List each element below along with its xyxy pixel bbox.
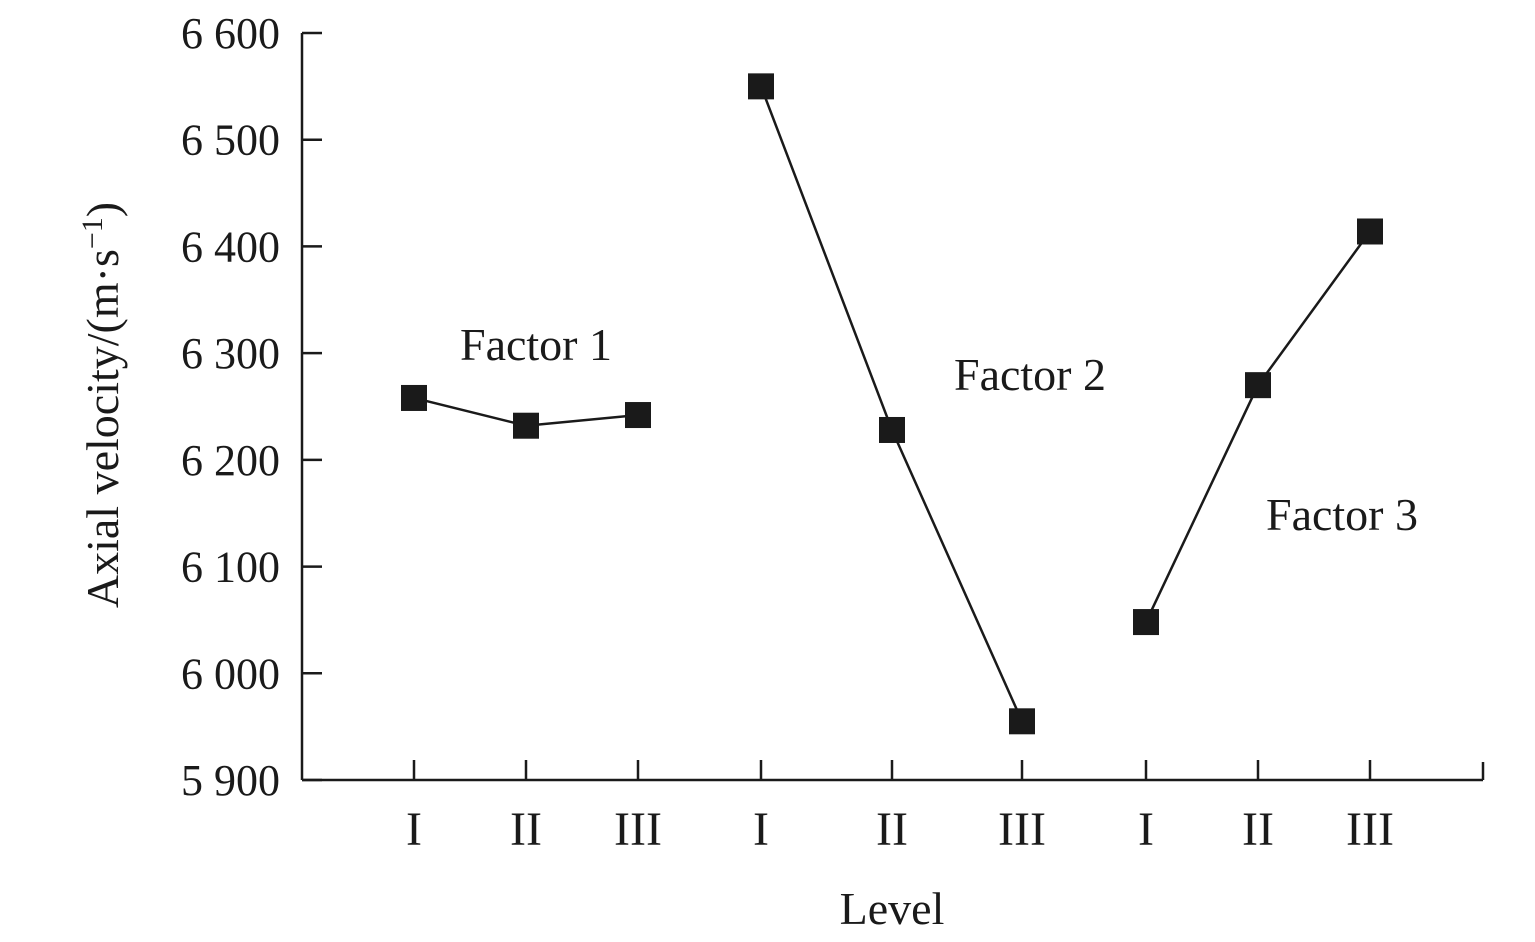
y-axis-title-superscript: −1 xyxy=(76,217,109,249)
series-line xyxy=(1144,230,1372,623)
x-tick-label: III xyxy=(998,803,1046,856)
y-axis-title-suffix: ) xyxy=(77,202,128,217)
x-tick-label: I xyxy=(753,803,769,856)
x-axis-title: Level xyxy=(840,883,945,934)
y-tick-label: 6 200 xyxy=(181,436,280,485)
y-tick-label: 6 600 xyxy=(181,9,280,58)
data-point xyxy=(625,402,651,429)
data-point xyxy=(513,412,539,439)
y-axis-title-main: Axial velocity/(m·s xyxy=(77,249,128,608)
series-factor-1: Factor 1 xyxy=(401,319,651,439)
data-point xyxy=(1357,218,1383,245)
x-tick-label: III xyxy=(1346,803,1394,856)
data-point xyxy=(1009,708,1035,735)
series-label: Factor 1 xyxy=(460,319,612,370)
x-axis-ticks: I II III I II III I II III xyxy=(406,760,1394,856)
x-tick-label: I xyxy=(406,803,422,856)
series-factor-2: Factor 2 xyxy=(748,73,1106,735)
y-axis-title: Axial velocity/(m·s−1) xyxy=(76,202,128,608)
y-tick-label: 6 000 xyxy=(181,649,280,698)
x-tick-label: II xyxy=(510,803,542,856)
y-tick-label: 6 300 xyxy=(181,329,280,378)
series-factor-3: Factor 3 xyxy=(1133,218,1418,636)
y-tick-label: 6 400 xyxy=(181,222,280,271)
x-tick-label: II xyxy=(1242,803,1274,856)
y-axis-ticks: 5 900 6 000 6 100 6 200 6 300 6 400 6 500 6 600 xyxy=(181,9,322,805)
series-group: Factor 1 Factor 2 Factor 3 xyxy=(401,73,1418,735)
data-point xyxy=(1133,609,1159,636)
y-tick-label: 6 500 xyxy=(181,116,280,165)
data-point xyxy=(401,384,427,411)
data-point xyxy=(1245,372,1271,399)
axes xyxy=(300,33,1485,782)
y-tick-label: 6 100 xyxy=(181,543,280,592)
x-tick-label: III xyxy=(614,803,662,856)
y-tick-label: 5 900 xyxy=(181,756,280,805)
series-label: Factor 3 xyxy=(1266,489,1418,540)
data-point xyxy=(879,416,905,443)
series-label: Factor 2 xyxy=(954,349,1106,400)
x-tick-label: I xyxy=(1138,803,1154,856)
series-line xyxy=(759,85,1024,722)
data-point xyxy=(748,73,774,100)
x-tick-label: II xyxy=(876,803,908,856)
